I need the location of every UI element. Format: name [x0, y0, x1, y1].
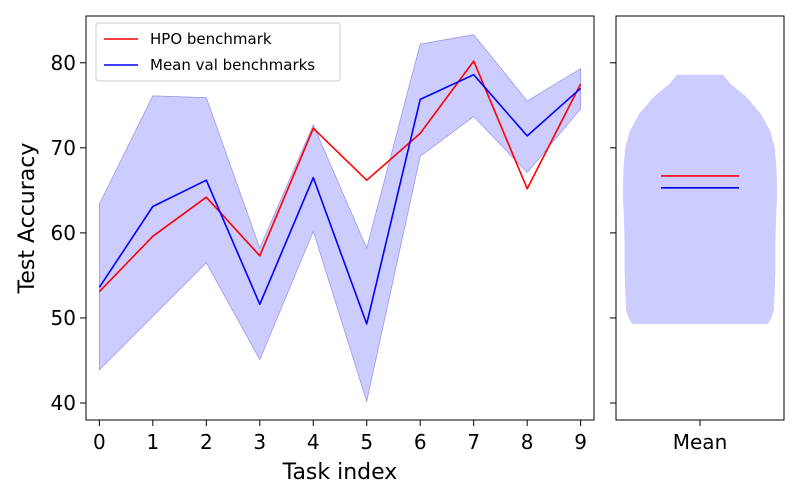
violin-x-tick-label: Mean: [673, 430, 728, 454]
y-axis-ticks: 40 50 60 70 80: [51, 51, 86, 415]
main-plot-area: [98, 34, 582, 403]
x-tick-label: 1: [146, 430, 159, 454]
x-tick-label: 4: [307, 430, 320, 454]
x-axis-label: Task index: [282, 460, 398, 485]
violin-panel: Mean: [610, 15, 785, 454]
violin-y-ticks: [610, 62, 616, 404]
main-plot-frame: [85, 15, 595, 421]
x-tick-label: 3: [253, 430, 266, 454]
x-tick-label: 5: [360, 430, 373, 454]
y-tick-label: 60: [51, 221, 76, 245]
series-line-hpo: [98, 60, 582, 293]
y-tick-label: 40: [51, 391, 76, 415]
x-tick-label: 8: [521, 430, 534, 454]
violin-plot-area: [623, 74, 777, 324]
legend-label-mean-val: Mean val benchmarks: [150, 56, 315, 74]
x-tick-label: 7: [467, 430, 480, 454]
y-tick-label: 80: [51, 51, 76, 75]
y-tick-label: 70: [51, 136, 76, 160]
legend-label-hpo: HPO benchmark: [150, 30, 272, 48]
main-panel: 0 1 2 3 4 5 6 7 8 9 40 50 60 70 80 Task index Test Ac…: [15, 15, 595, 485]
y-tick-label: 50: [51, 306, 76, 330]
violin-body: [623, 74, 777, 324]
legend-box: [95, 22, 341, 82]
series-line-mean-val: [98, 73, 582, 325]
x-axis-ticks: 0 1 2 3 4 5 6 7 8 9: [93, 420, 587, 454]
x-tick-label: 0: [93, 430, 106, 454]
x-tick-label: 6: [414, 430, 427, 454]
y-axis-label: Test Accuracy: [15, 143, 40, 295]
x-tick-label: 2: [200, 430, 213, 454]
legend: HPO benchmark Mean val benchmarks: [95, 22, 341, 82]
x-tick-label: 9: [574, 430, 587, 454]
confidence-band: [99, 34, 581, 403]
